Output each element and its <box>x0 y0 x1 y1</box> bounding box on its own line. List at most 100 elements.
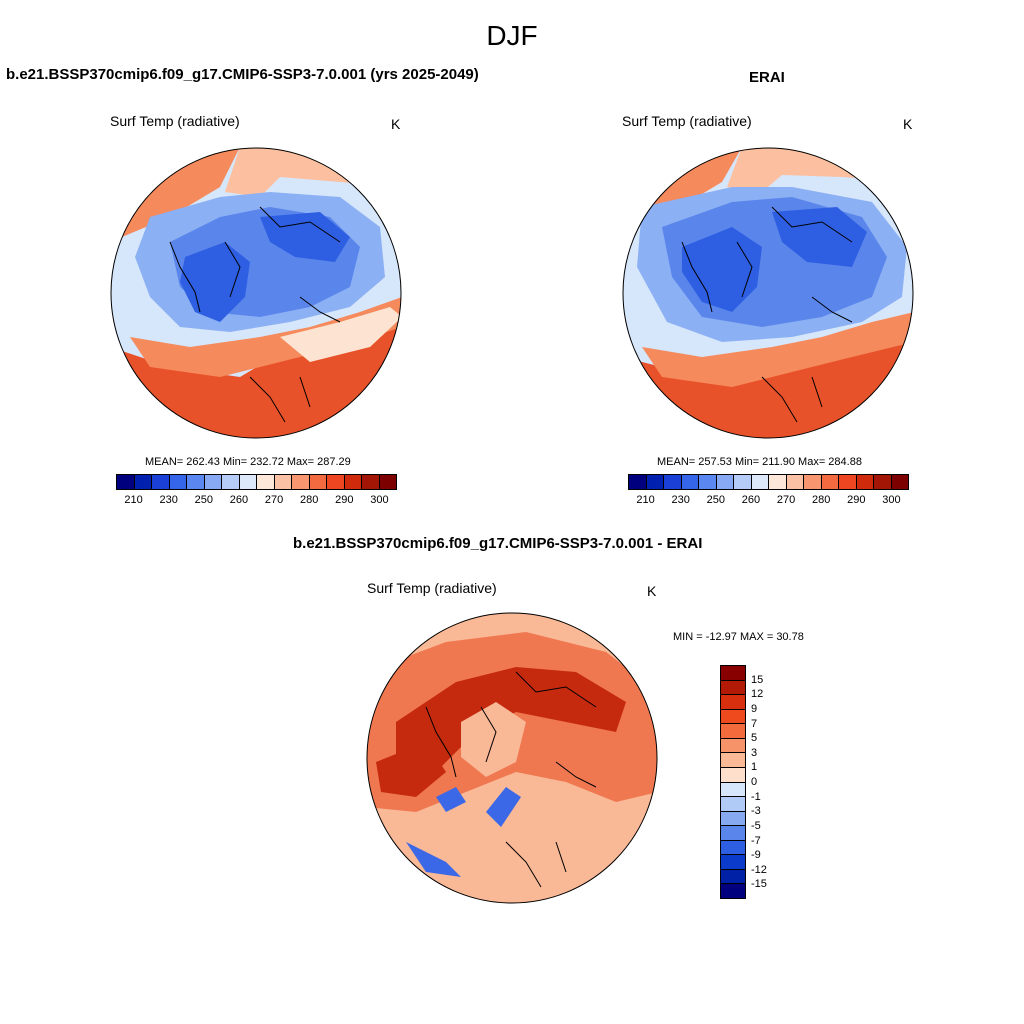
panel3-colorbar-ticks: 15 12 9 7 5 3 1 0 -1 -3 -5 -7 -9 -12 -15 <box>751 665 791 899</box>
colorbar-tick-label: 280 <box>812 494 831 506</box>
panel2-stats: MEAN= 257.53 Min= 211.90 Max= 284.88 <box>657 456 862 468</box>
panel2-colorbar-ticks: 210 230 250 260 270 280 290 300 <box>628 494 909 508</box>
panel3-subtitle: Surf Temp (radiative) <box>367 580 497 596</box>
colorbar-tick-label: 210 <box>636 494 655 506</box>
colorbar-swatch <box>629 475 647 489</box>
colorbar-swatch <box>716 475 734 489</box>
colorbar-swatch <box>721 797 745 812</box>
colorbar-swatch <box>856 475 874 489</box>
colorbar-swatch <box>721 782 745 798</box>
colorbar-swatch <box>327 475 345 489</box>
panel2-units: K <box>903 116 913 132</box>
colorbar-tick-label: 230 <box>671 494 690 506</box>
colorbar-swatch <box>274 475 292 489</box>
panel2-title: ERAI <box>749 69 785 86</box>
colorbar-tick-label: 250 <box>706 494 725 506</box>
colorbar-swatch <box>786 475 804 489</box>
colorbar-swatch <box>721 840 745 856</box>
colorbar-swatch <box>721 738 745 754</box>
colorbar-tick-label: 290 <box>335 494 354 506</box>
colorbar-swatch <box>804 475 822 489</box>
colorbar-swatch <box>292 475 310 489</box>
colorbar-swatch <box>681 475 699 489</box>
colorbar-tick-label: 270 <box>776 494 796 506</box>
colorbar-swatch <box>721 666 745 681</box>
colorbar-swatch <box>721 724 745 739</box>
colorbar-tick-label: 0 <box>751 776 758 788</box>
colorbar-tick-label: 260 <box>229 494 249 506</box>
colorbar-swatch <box>721 753 745 768</box>
colorbar-swatch <box>751 475 769 489</box>
colorbar-tick-label: 5 <box>751 732 758 745</box>
colorbar-tick-label: -7 <box>751 834 761 847</box>
colorbar-tick-label: 1 <box>751 761 758 774</box>
colorbar-swatch <box>309 475 327 489</box>
panel3-stats: MIN = -12.97 MAX = 30.78 <box>673 631 804 643</box>
colorbar-tick-label: 7 <box>751 717 758 730</box>
colorbar-swatch <box>187 475 205 489</box>
colorbar-swatch <box>344 475 362 489</box>
colorbar-swatch <box>204 475 222 489</box>
colorbar-swatch <box>134 475 152 489</box>
colorbar-swatch <box>839 475 857 489</box>
panel1-colorbar <box>116 474 397 490</box>
colorbar-swatch <box>721 695 745 710</box>
colorbar-swatch <box>239 475 257 489</box>
colorbar-tick-label: 290 <box>847 494 866 506</box>
panel2-polar-map <box>622 147 914 439</box>
colorbar-tick-label: 250 <box>194 494 213 506</box>
colorbar-tick-label: 9 <box>751 702 758 715</box>
panel1-stats: MEAN= 262.43 Min= 232.72 Max= 287.29 <box>145 456 351 468</box>
colorbar-tick-label: -5 <box>751 819 761 832</box>
panel1-title: b.e21.BSSP370cmip6.f09_g17.CMIP6-SSP3-7.… <box>6 66 479 83</box>
colorbar-swatch <box>891 475 908 489</box>
colorbar-swatch <box>169 475 187 489</box>
colorbar-tick-label: 280 <box>300 494 319 506</box>
colorbar-swatch <box>117 475 135 489</box>
panel1-subtitle: Surf Temp (radiative) <box>110 113 240 129</box>
colorbar-swatch <box>874 475 892 489</box>
colorbar-swatch <box>769 475 787 489</box>
colorbar-tick-label: 300 <box>882 494 901 506</box>
colorbar-swatch <box>222 475 240 489</box>
colorbar-swatch <box>362 475 380 489</box>
panel2-subtitle: Surf Temp (radiative) <box>622 113 752 129</box>
colorbar-tick-label: 12 <box>751 688 764 701</box>
colorbar-tick-label: 230 <box>159 494 178 506</box>
colorbar-swatch <box>699 475 717 489</box>
colorbar-swatch <box>664 475 682 489</box>
panel3-colorbar <box>720 665 746 899</box>
colorbar-swatch <box>821 475 839 489</box>
colorbar-tick-label: -12 <box>751 863 767 876</box>
colorbar-tick-label: 15 <box>751 673 764 686</box>
colorbar-swatch <box>646 475 664 489</box>
colorbar-swatch <box>721 680 745 696</box>
colorbar-tick-label: 270 <box>264 494 284 506</box>
panel1-polar-map <box>110 147 402 439</box>
colorbar-swatch <box>152 475 170 489</box>
panel3-polar-map <box>366 612 658 904</box>
panel3-title: b.e21.BSSP370cmip6.f09_g17.CMIP6-SSP3-7.… <box>293 535 703 552</box>
colorbar-swatch <box>734 475 752 489</box>
colorbar-tick-label: -9 <box>751 849 761 862</box>
season-title: DJF <box>486 20 538 51</box>
panel2-colorbar <box>628 474 909 490</box>
colorbar-tick-label: -3 <box>751 805 761 818</box>
colorbar-swatch <box>257 475 275 489</box>
panel3-units: K <box>647 583 657 599</box>
colorbar-swatch <box>721 855 745 870</box>
colorbar-tick-label: 3 <box>751 746 758 759</box>
colorbar-swatch <box>721 884 745 898</box>
colorbar-swatch <box>721 869 745 885</box>
colorbar-tick-label: -1 <box>751 790 761 803</box>
colorbar-tick-label: -15 <box>751 878 767 891</box>
colorbar-swatch <box>379 475 396 489</box>
colorbar-swatch <box>721 767 745 783</box>
colorbar-swatch <box>721 811 745 827</box>
colorbar-tick-label: 210 <box>124 494 143 506</box>
panel1-units: K <box>391 116 401 132</box>
colorbar-tick-label: 300 <box>370 494 389 506</box>
panel1-colorbar-ticks: 210 230 250 260 270 280 290 300 <box>116 494 397 508</box>
colorbar-swatch <box>721 709 745 725</box>
colorbar-swatch <box>721 826 745 841</box>
